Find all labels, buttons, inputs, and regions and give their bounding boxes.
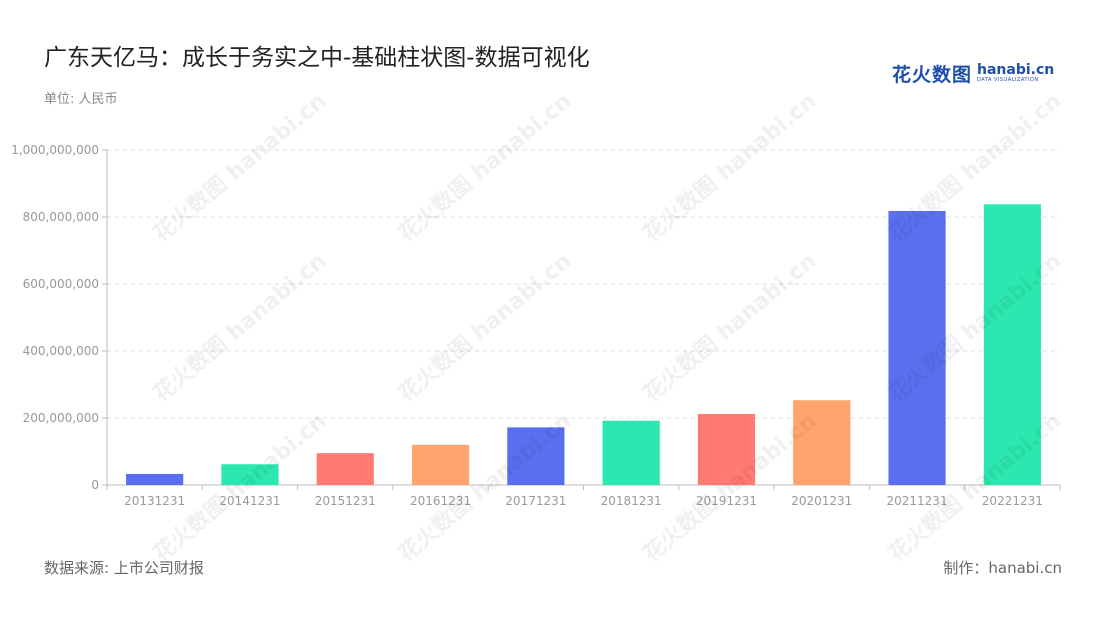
data-source: 数据来源: 上市公司财报 bbox=[44, 559, 204, 577]
bar bbox=[221, 464, 279, 485]
x-tick-label: 20161231 bbox=[410, 494, 471, 508]
x-tick-label: 20171231 bbox=[505, 494, 566, 508]
y-tick-label: 0 bbox=[91, 478, 99, 492]
x-tick-label: 20201231 bbox=[791, 494, 852, 508]
y-tick-label: 1,000,000,000 bbox=[11, 143, 99, 157]
bar bbox=[793, 400, 851, 485]
bar bbox=[126, 473, 184, 485]
logo-english-text: hanabi.cn bbox=[977, 62, 1055, 78]
y-tick-label: 600,000,000 bbox=[23, 277, 99, 291]
bar bbox=[888, 210, 946, 485]
logo-english-block: hanabi.cn DATA VISUALIZATION bbox=[977, 63, 1054, 84]
y-tick-label: 400,000,000 bbox=[23, 344, 99, 358]
bar bbox=[602, 420, 660, 485]
x-tick-label: 20151231 bbox=[315, 494, 376, 508]
bar bbox=[411, 444, 470, 485]
bar bbox=[697, 413, 756, 485]
credit-text: 制作：hanabi.cn bbox=[943, 559, 1062, 577]
x-tick-label: 20221231 bbox=[982, 494, 1043, 508]
x-tick-label: 20131231 bbox=[124, 494, 185, 508]
logo-chinese-text: 花火数图 bbox=[892, 64, 973, 86]
x-tick-label: 20211231 bbox=[887, 494, 948, 508]
x-tick-label: 20181231 bbox=[601, 494, 662, 508]
x-tick-label: 20191231 bbox=[696, 494, 757, 508]
bar bbox=[507, 427, 565, 485]
x-tick-label: 20141231 bbox=[219, 494, 280, 508]
bar bbox=[316, 453, 374, 485]
brand-logo: 花火数图 hanabi.cn DATA VISUALIZATION bbox=[892, 60, 1054, 87]
unit-label: 单位: 人民币 bbox=[44, 92, 118, 107]
y-tick-label: 800,000,000 bbox=[23, 210, 99, 224]
bar bbox=[983, 204, 1041, 485]
y-tick-label: 200,000,000 bbox=[23, 411, 99, 425]
logo-subtitle: DATA VISUALIZATION bbox=[977, 77, 1039, 83]
chart-title: 广东天亿马：成长于务实之中-基础柱状图-数据可视化 bbox=[44, 45, 590, 71]
